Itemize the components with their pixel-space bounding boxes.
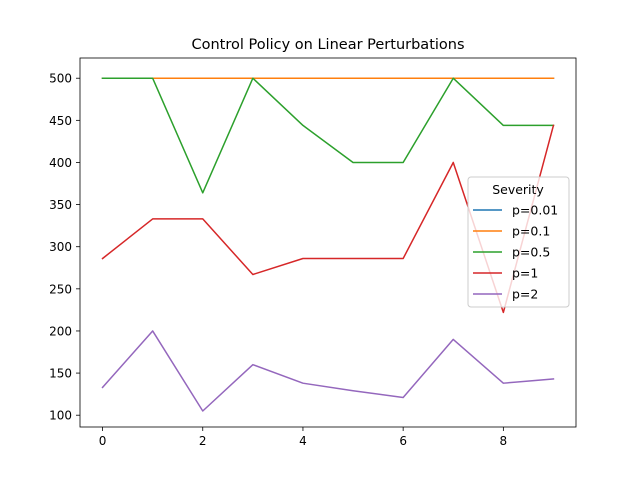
y-tick-label: 100	[49, 409, 72, 423]
y-tick-label: 350	[49, 198, 72, 212]
series-line-p=2	[101, 330, 555, 412]
series-layer	[101, 77, 555, 412]
x-tick-label: 4	[299, 434, 307, 448]
y-tick-label: 400	[49, 156, 72, 170]
y-tick-label: 500	[49, 72, 72, 86]
legend-label: p=1	[512, 266, 538, 281]
x-tick-label: 2	[199, 434, 207, 448]
legend-label: p=0.5	[512, 245, 550, 260]
y-axis: 100 150 200 250 300 350 400 450 500	[49, 72, 80, 423]
chart-title: Control Policy on Linear Perturbations	[191, 37, 464, 53]
legend-label: p=2	[512, 287, 538, 302]
axes-frame	[79, 57, 577, 428]
y-tick-label: 250	[49, 282, 72, 296]
y-tick-label: 300	[49, 240, 72, 254]
legend-label: p=0.1	[512, 224, 550, 239]
x-tick-label: 6	[399, 434, 407, 448]
series-line-p=0.5	[101, 77, 555, 194]
y-tick-label: 200	[49, 324, 72, 338]
legend: Severity p=0.01 p=0.1 p=0.5 p=1 p=2	[467, 176, 570, 308]
y-tick-label: 450	[49, 114, 72, 128]
x-tick-label: 8	[500, 434, 508, 448]
legend-label: p=0.01	[512, 203, 558, 218]
legend-title: Severity	[492, 182, 544, 197]
x-axis: 0 2 4 6 8	[99, 427, 507, 448]
legend-items: p=0.01 p=0.1 p=0.5 p=1 p=2	[473, 203, 558, 302]
x-tick-label: 0	[99, 434, 107, 448]
y-tick-label: 150	[49, 367, 72, 381]
